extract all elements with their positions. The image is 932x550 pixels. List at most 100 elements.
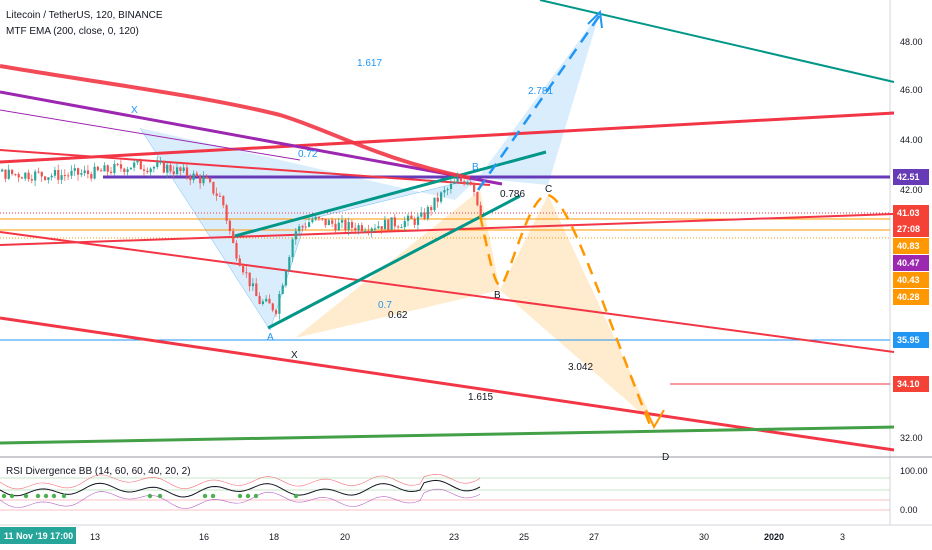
fib-label-072: 0.72 bbox=[298, 149, 318, 160]
rsi-bb-lower bbox=[0, 488, 481, 509]
price-badge bbox=[893, 238, 929, 254]
candle-body bbox=[1, 169, 4, 172]
price-tick: 46.00 bbox=[900, 85, 923, 95]
candle-body bbox=[245, 272, 248, 274]
candle-body bbox=[311, 219, 314, 223]
candle-body bbox=[377, 226, 380, 229]
candle-body bbox=[278, 293, 281, 314]
rsi-signal-marker bbox=[23, 493, 29, 499]
time-tick: 20 bbox=[340, 532, 350, 542]
rsi-signal-marker bbox=[51, 493, 57, 499]
price-badge-label: 40.28 bbox=[897, 292, 920, 302]
candle-body bbox=[67, 175, 70, 177]
candle-body bbox=[341, 220, 344, 223]
current-time-label: 11 Nov '19 17:00 bbox=[4, 531, 73, 541]
price-tick: 44.00 bbox=[900, 135, 923, 145]
projection-orange-arrowhead bbox=[645, 409, 665, 430]
candle-body bbox=[228, 220, 231, 232]
rsi-signal-marker bbox=[293, 493, 299, 499]
price-badge-label: 35.95 bbox=[897, 335, 920, 345]
candle-body bbox=[80, 173, 83, 175]
candle-body bbox=[189, 176, 192, 181]
candle-body bbox=[195, 173, 198, 177]
time-tick: 16 bbox=[199, 532, 209, 542]
candle-body bbox=[440, 192, 443, 202]
candle-body bbox=[209, 178, 212, 182]
candle-body bbox=[271, 303, 274, 311]
symbol-title: Litecoin / TetherUS, 120, BINANCE bbox=[6, 10, 163, 21]
candle-body bbox=[113, 163, 116, 173]
point-c: C bbox=[545, 184, 552, 195]
candle-body bbox=[4, 169, 7, 179]
price-badge bbox=[893, 376, 929, 392]
candle-body bbox=[449, 183, 453, 190]
candle-body bbox=[27, 172, 30, 180]
rsi-signal-marker bbox=[9, 493, 15, 499]
candle-body bbox=[261, 301, 264, 304]
candle-body bbox=[453, 181, 456, 184]
rsi-signal-marker bbox=[157, 493, 163, 499]
rsi-bb-upper bbox=[0, 473, 481, 490]
candle-body bbox=[390, 217, 393, 230]
time-axis[interactable]: 11 Nov '19 17:00 13 16 18 20 23 25 27 30… bbox=[0, 527, 845, 544]
candle-body bbox=[7, 169, 10, 179]
candle-body bbox=[350, 221, 354, 228]
fib-label-07: 0.7 bbox=[378, 300, 392, 311]
rsi-signal-marker bbox=[210, 493, 216, 499]
price-axis[interactable]: 48.00 46.00 44.00 42.00 32.00 bbox=[900, 37, 923, 443]
candle-body bbox=[34, 171, 37, 181]
candle-body bbox=[235, 242, 238, 259]
candle-body bbox=[416, 216, 420, 225]
current-time-badge bbox=[0, 527, 76, 544]
candle-body bbox=[182, 167, 185, 171]
price-tick: 48.00 bbox=[900, 37, 923, 47]
candle-body bbox=[96, 166, 99, 171]
candle-body bbox=[420, 212, 423, 217]
price-badge bbox=[893, 221, 929, 237]
candle-body bbox=[192, 173, 195, 181]
rsi-axis-100: 100.00 bbox=[900, 466, 928, 476]
time-tick: 3 bbox=[840, 532, 845, 542]
fib-label-0786: 0.786 bbox=[500, 189, 525, 200]
candle-body bbox=[337, 222, 340, 231]
candle-body bbox=[106, 165, 109, 172]
price-badges: 42.51 41.03 27:08 40.83 40.47 40.43 40.28 35.95… bbox=[893, 169, 929, 392]
candle-body bbox=[90, 173, 93, 179]
rsi-signal-markers bbox=[1, 493, 299, 499]
candle-body bbox=[133, 162, 136, 168]
candle-body bbox=[139, 160, 142, 170]
candle-body bbox=[317, 216, 321, 219]
candle-body bbox=[152, 166, 156, 169]
price-badge-label: 34.10 bbox=[897, 379, 920, 389]
candle-body bbox=[410, 215, 413, 219]
candle-body bbox=[60, 175, 63, 180]
candle-body bbox=[222, 196, 225, 206]
candle-body bbox=[380, 226, 383, 230]
point-b: B bbox=[494, 290, 501, 301]
price-badge-label: 40.43 bbox=[897, 275, 920, 285]
fib-label-062: 0.62 bbox=[388, 310, 408, 321]
candle-body bbox=[275, 310, 278, 314]
price-badge bbox=[893, 255, 929, 271]
candle-body bbox=[172, 171, 175, 174]
rsi-signal-marker bbox=[253, 493, 259, 499]
rsi-signal-marker bbox=[147, 493, 153, 499]
candle-body bbox=[314, 216, 317, 220]
candle-body bbox=[407, 215, 410, 221]
price-tick: 42.00 bbox=[900, 185, 923, 195]
harmonic-outline bbox=[139, 127, 479, 331]
candle-body bbox=[463, 181, 466, 185]
candle-body bbox=[232, 231, 235, 243]
indicator-title: MTF EMA (200, close, 0, 120) bbox=[6, 26, 139, 37]
candle-body bbox=[242, 265, 245, 273]
candle-body bbox=[225, 205, 228, 221]
candle-body bbox=[73, 168, 76, 171]
rsi-signal-marker bbox=[1, 493, 7, 499]
candle-body bbox=[50, 175, 53, 178]
price-badge-label: 40.47 bbox=[897, 258, 920, 268]
candle-body bbox=[70, 170, 73, 176]
time-tick: 30 bbox=[699, 532, 709, 542]
rsi-signal-marker bbox=[237, 493, 243, 499]
point-x-bottom: X bbox=[291, 350, 298, 361]
